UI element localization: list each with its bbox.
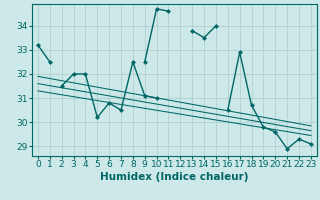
X-axis label: Humidex (Indice chaleur): Humidex (Indice chaleur) [100, 172, 249, 182]
